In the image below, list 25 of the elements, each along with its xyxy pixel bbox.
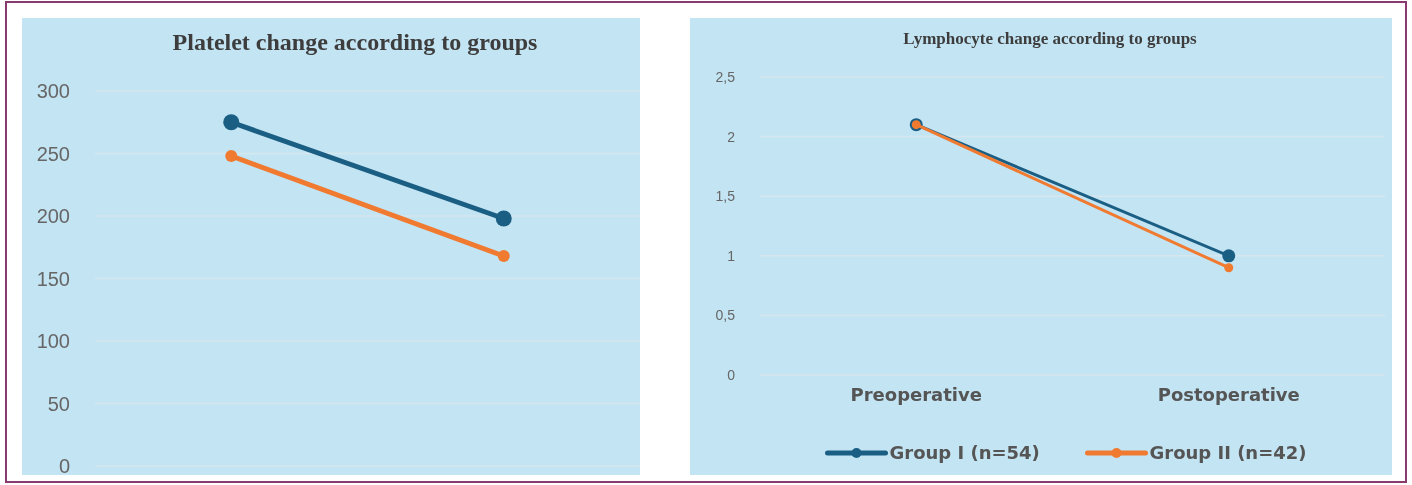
point <box>1222 249 1236 263</box>
point <box>1224 263 1234 273</box>
y-tick-label: 50 <box>47 392 70 415</box>
chart-title: Platelet change according to groups <box>172 29 538 55</box>
legend-label: Group II (n=42) <box>1149 442 1307 464</box>
y-tick-label: 0 <box>727 366 736 383</box>
point <box>497 250 510 262</box>
point <box>495 210 512 227</box>
y-tick-label: 1 <box>727 247 736 264</box>
y-tick-label: 2 <box>727 128 736 145</box>
y-tick-label: 2,5 <box>715 68 736 85</box>
legend-label: Group I (n=54) <box>889 442 1040 464</box>
y-tick-label: 100 <box>36 330 70 352</box>
point <box>225 150 238 162</box>
point <box>223 114 240 131</box>
y-tick-label: 1,5 <box>715 188 736 205</box>
x-tick-label: Preoperative <box>850 384 982 405</box>
y-tick-label: 0,5 <box>715 307 736 324</box>
y-tick-label: 0 <box>58 455 70 477</box>
y-tick-label: 200 <box>36 205 70 227</box>
y-tick-label: 250 <box>36 142 70 165</box>
chart-title: Lymphocyte change according to groups <box>903 29 1198 48</box>
y-tick-label: 300 <box>36 80 70 102</box>
x-tick-label: Postoperative <box>1157 384 1300 405</box>
y-tick-label: 150 <box>36 267 70 290</box>
